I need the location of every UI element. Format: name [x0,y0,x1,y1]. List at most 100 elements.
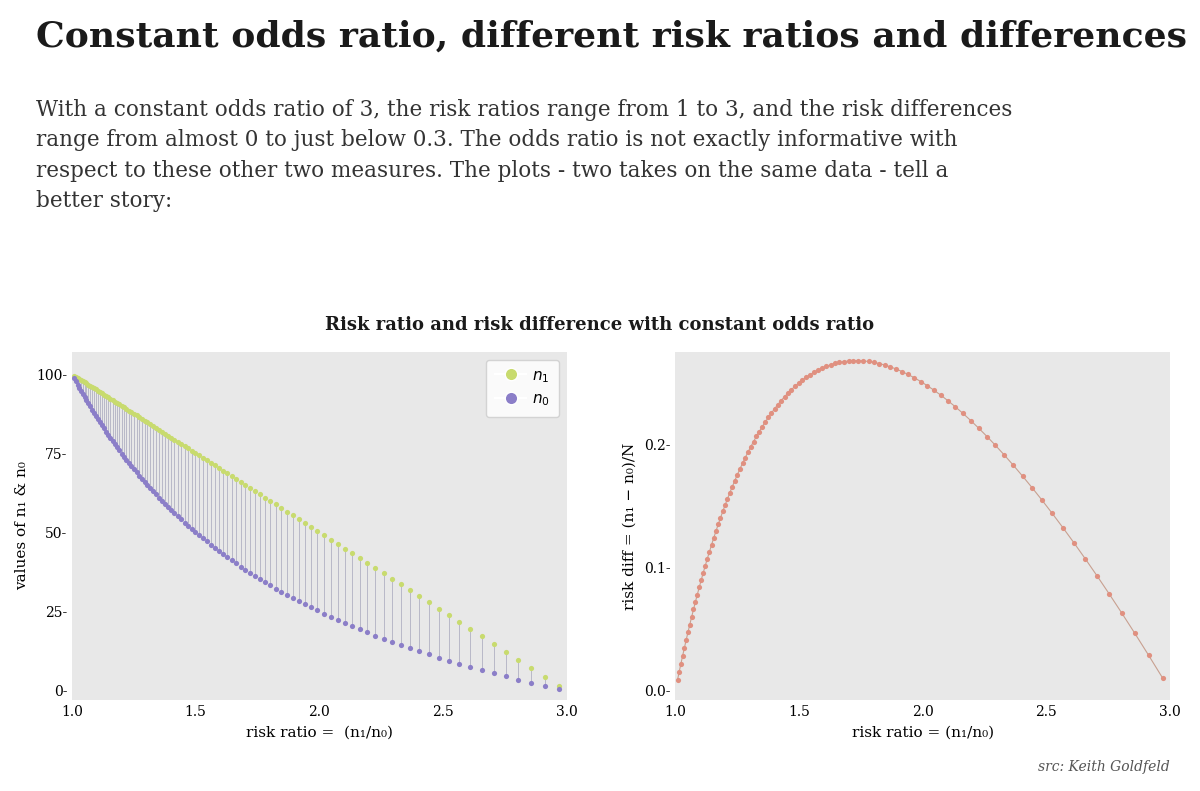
Point [116,403,136,415]
Point [782,383,802,396]
Point [245,485,264,498]
Point [86,383,106,396]
Y-axis label: risk diff = (n₁ − n₀)/N: risk diff = (n₁ − n₀)/N [623,442,637,610]
Point [266,498,286,511]
Point [74,376,94,388]
Point [158,430,178,442]
Point [98,429,118,441]
Point [193,532,212,545]
Point [383,635,402,648]
Point [95,422,114,435]
Point [193,452,212,464]
Point [550,679,569,692]
Point [73,388,92,400]
Point [143,485,162,498]
Point [283,592,302,604]
Point [152,426,172,438]
Point [690,581,709,593]
Point [752,420,772,433]
Point [839,354,858,367]
Point [251,573,270,585]
Point [256,491,275,504]
Point [793,373,812,386]
Point [103,394,122,407]
Point [65,369,84,382]
Point [1043,507,1062,520]
Point [122,406,142,418]
Point [790,377,809,389]
Point [122,460,142,472]
Point [130,411,149,423]
Point [65,372,84,384]
Point [112,447,131,460]
Point [84,407,103,419]
Point [179,520,198,532]
Point [314,607,334,620]
Point [175,440,194,452]
Point [893,365,912,378]
Point [83,403,102,416]
Point [70,373,89,385]
Point [109,444,128,456]
Point [101,392,120,405]
Point [450,657,469,670]
Point [1022,482,1042,494]
Point [103,435,122,448]
Point [168,436,187,448]
Point [859,355,878,368]
Point [335,617,354,630]
Point [301,601,320,614]
Text: Risk ratio and risk difference with constant odds ratio: Risk ratio and risk difference with cons… [325,316,875,334]
Point [718,493,737,505]
Point [101,432,120,445]
Point [152,494,172,507]
Point [731,463,750,475]
Point [266,582,286,595]
Point [114,401,133,414]
Point [938,395,958,407]
Point [186,526,205,539]
Point [419,596,438,609]
Point [83,380,102,393]
Point [697,552,716,565]
Point [700,545,719,558]
Point [911,375,930,388]
Point [214,464,233,477]
Point [779,387,798,399]
Point [112,399,131,412]
Point [804,366,823,379]
Point [366,630,385,642]
Point [696,559,715,572]
Point [484,638,503,650]
Point [260,494,280,507]
Point [127,409,146,422]
Point [235,563,254,576]
Point [125,407,144,420]
Point [1054,521,1073,534]
Point [350,623,370,636]
Point [809,364,828,377]
Point [106,438,125,451]
Point [738,446,757,459]
Point [1126,627,1145,640]
Point [106,396,125,408]
Point [79,397,98,410]
Point [245,570,264,582]
Point [205,541,224,554]
Point [96,426,115,438]
Point [271,585,290,598]
Point [92,419,112,432]
Point [768,398,787,411]
Point [746,430,766,443]
Point [812,361,832,374]
Point [970,422,989,434]
Point [946,400,965,413]
Point [986,439,1006,452]
Point [383,573,402,585]
Point [295,517,314,529]
Point [66,370,85,383]
Point [834,355,853,368]
Point [391,578,410,591]
Point [283,509,302,521]
Text: src: Keith Goldfeld: src: Keith Goldfeld [1038,759,1170,774]
